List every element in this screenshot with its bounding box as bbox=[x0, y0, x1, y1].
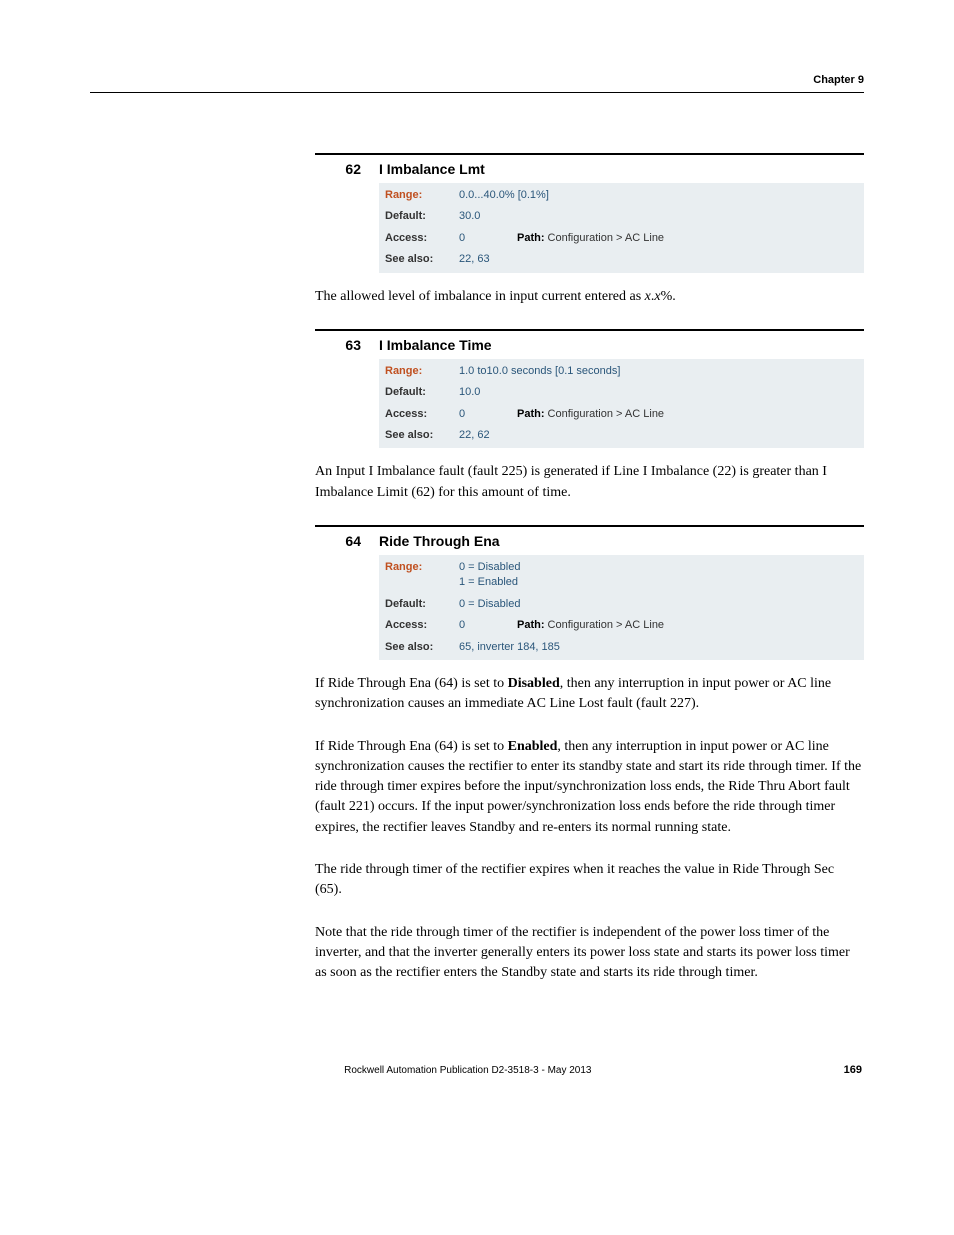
param-number: 62 bbox=[315, 161, 379, 177]
access-value: 0 bbox=[459, 618, 507, 633]
param-name: Ride Through Ena bbox=[379, 533, 500, 549]
seealso-value: 22, 62 bbox=[459, 428, 864, 443]
param-header: 62 I Imbalance Lmt bbox=[315, 153, 864, 177]
default-value: 0 = Disabled bbox=[459, 597, 864, 612]
range-value: 0 = Disabled 1 = Enabled bbox=[459, 560, 864, 591]
param-name: I Imbalance Time bbox=[379, 337, 492, 353]
param-block-64: 64 Ride Through Ena Range: 0 = Disabled … bbox=[315, 525, 864, 660]
range-label: Range: bbox=[385, 188, 459, 203]
param-table: Range: 0.0...40.0% [0.1%] Default: 30.0 … bbox=[379, 183, 864, 273]
footer-page-number: 169 bbox=[844, 1064, 862, 1076]
seealso-label: See also: bbox=[385, 428, 459, 443]
page-footer: Rockwell Automation Publication D2-3518-… bbox=[90, 1064, 864, 1076]
access-label: Access: bbox=[385, 618, 459, 633]
param-table: Range: 0 = Disabled 1 = Enabled Default:… bbox=[379, 555, 864, 660]
range-label: Range: bbox=[385, 364, 459, 379]
body-paragraph-3: The ride through timer of the rectifier … bbox=[315, 860, 864, 901]
body-paragraph-4: Note that the ride through timer of the … bbox=[315, 923, 864, 984]
footer-publication: Rockwell Automation Publication D2-3518-… bbox=[92, 1065, 844, 1076]
default-value: 30.0 bbox=[459, 209, 864, 224]
param-row-access: Access: 0 Path: Configuration > AC Line bbox=[379, 615, 864, 636]
main-content: 62 I Imbalance Lmt Range: 0.0...40.0% [0… bbox=[315, 153, 864, 984]
param-row-default: Default: 10.0 bbox=[379, 382, 864, 403]
param-row-seealso: See also: 22, 62 bbox=[379, 425, 864, 446]
param-header: 64 Ride Through Ena bbox=[315, 525, 864, 549]
access-value: 0 bbox=[459, 407, 507, 422]
param-block-62: 62 I Imbalance Lmt Range: 0.0...40.0% [0… bbox=[315, 153, 864, 273]
default-label: Default: bbox=[385, 597, 459, 612]
body-paragraph-2: If Ride Through Ena (64) is set to Enabl… bbox=[315, 737, 864, 838]
access-value: 0 bbox=[459, 231, 507, 246]
param-row-seealso: See also: 22, 63 bbox=[379, 249, 864, 270]
default-label: Default: bbox=[385, 209, 459, 224]
range-value: 0.0...40.0% [0.1%] bbox=[459, 188, 864, 203]
range-line-1: 0 = Disabled bbox=[459, 561, 520, 573]
param-row-range: Range: 1.0 to10.0 seconds [0.1 seconds] bbox=[379, 361, 864, 382]
param-62-description: The allowed level of imbalance in input … bbox=[315, 287, 864, 307]
param-header: 63 I Imbalance Time bbox=[315, 329, 864, 353]
seealso-label: See also: bbox=[385, 640, 459, 655]
seealso-label: See also: bbox=[385, 252, 459, 267]
param-63-description: An Input I Imbalance fault (fault 225) i… bbox=[315, 462, 864, 503]
param-table: Range: 1.0 to10.0 seconds [0.1 seconds] … bbox=[379, 359, 864, 449]
path-text: Path: Configuration > AC Line bbox=[517, 618, 664, 633]
param-row-range: Range: 0.0...40.0% [0.1%] bbox=[379, 185, 864, 206]
param-number: 63 bbox=[315, 337, 379, 353]
param-row-default: Default: 0 = Disabled bbox=[379, 594, 864, 615]
access-label: Access: bbox=[385, 407, 459, 422]
param-name: I Imbalance Lmt bbox=[379, 161, 485, 177]
body-paragraph-1: If Ride Through Ena (64) is set to Disab… bbox=[315, 674, 864, 715]
range-line-2: 1 = Enabled bbox=[459, 576, 518, 588]
default-label: Default: bbox=[385, 385, 459, 400]
path-text: Path: Configuration > AC Line bbox=[517, 407, 664, 422]
param-row-range: Range: 0 = Disabled 1 = Enabled bbox=[379, 557, 864, 594]
param-row-default: Default: 30.0 bbox=[379, 206, 864, 227]
param-row-access: Access: 0 Path: Configuration > AC Line bbox=[379, 404, 864, 425]
page-header: Chapter 9 bbox=[90, 70, 864, 93]
path-text: Path: Configuration > AC Line bbox=[517, 231, 664, 246]
access-label: Access: bbox=[385, 231, 459, 246]
default-value: 10.0 bbox=[459, 385, 864, 400]
param-block-63: 63 I Imbalance Time Range: 1.0 to10.0 se… bbox=[315, 329, 864, 449]
param-number: 64 bbox=[315, 533, 379, 549]
seealso-value: 65, inverter 184, 185 bbox=[459, 640, 864, 655]
range-label: Range: bbox=[385, 560, 459, 575]
seealso-value: 22, 63 bbox=[459, 252, 864, 267]
param-row-seealso: See also: 65, inverter 184, 185 bbox=[379, 637, 864, 658]
chapter-label: Chapter 9 bbox=[813, 74, 864, 86]
param-row-access: Access: 0 Path: Configuration > AC Line bbox=[379, 228, 864, 249]
range-value: 1.0 to10.0 seconds [0.1 seconds] bbox=[459, 364, 864, 379]
